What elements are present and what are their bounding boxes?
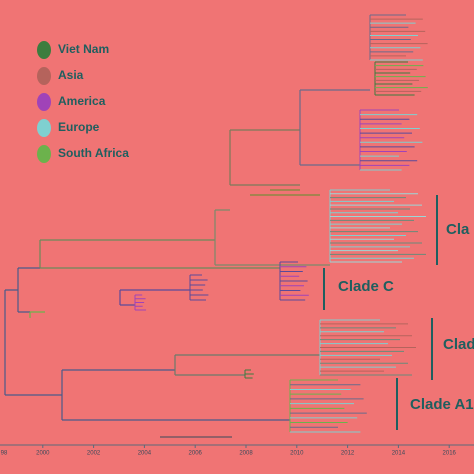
- year-label: 2016: [443, 451, 457, 457]
- year-label: 2008: [239, 451, 253, 457]
- legend-label: Europe: [58, 120, 100, 134]
- clade-label: Cla: [446, 221, 470, 238]
- clade-label: Clad: [443, 336, 474, 353]
- clade-label: Clade A1: [410, 396, 474, 413]
- legend-swatch: [37, 67, 51, 85]
- clade-label: Clade C: [338, 278, 394, 295]
- year-label: 2012: [341, 451, 355, 457]
- branch: [39, 239, 280, 269]
- legend-label: America: [58, 94, 106, 108]
- legend-swatch: [37, 41, 51, 59]
- branch: [250, 189, 320, 196]
- year-label: 2004: [138, 451, 152, 457]
- branch: [4, 267, 62, 396]
- year-label: 2000: [36, 451, 50, 457]
- axis-ticks: 98 2000 2002 2004 2006 2008 2010 2012 2014 2016: [1, 445, 457, 457]
- legend-label: Viet Nam: [58, 42, 109, 56]
- clade-bars: [323, 195, 438, 430]
- year-label: 98: [1, 451, 8, 457]
- legend-swatch: [37, 145, 51, 163]
- branch: [229, 129, 300, 186]
- legend-label: South Africa: [58, 146, 129, 160]
- year-label: 2010: [290, 451, 304, 457]
- legend-swatch: [37, 119, 51, 137]
- branch: [29, 311, 45, 318]
- legend-label: Asia: [58, 68, 84, 82]
- year-label: 2006: [189, 451, 203, 457]
- branch: [174, 354, 320, 376]
- tip-clusters: [134, 14, 428, 433]
- branch: [61, 369, 290, 421]
- phylogenetic-tree: [4, 89, 370, 421]
- branch: [299, 89, 370, 166]
- year-label: 2014: [392, 451, 406, 457]
- year-label: 2002: [87, 451, 101, 457]
- branch: [119, 289, 190, 306]
- legend: Viet Nam Asia America Europe South Africa: [37, 41, 129, 163]
- branch: [214, 209, 330, 266]
- legend-swatch: [37, 93, 51, 111]
